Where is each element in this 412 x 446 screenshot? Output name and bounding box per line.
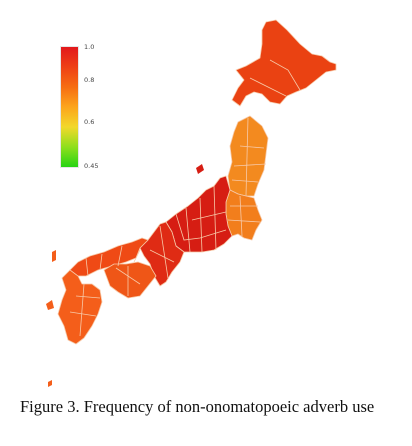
prefecture-borders: [69, 59, 301, 337]
color-legend: 1.0 0.8 0.6 0.45: [58, 43, 118, 174]
region-kinki: [139, 221, 185, 287]
legend-tick-1-0: 1.0: [84, 43, 95, 51]
region-hokkaido: [231, 19, 337, 107]
region-tohoku: [227, 115, 269, 197]
region-shikoku: [103, 261, 157, 299]
region-chubu: [165, 175, 233, 253]
region-kanto: [225, 189, 263, 241]
island-tsushima: [52, 250, 56, 262]
region-kyushu: [57, 269, 103, 345]
figure-caption: Figure 3. Frequency of non-onomatopoeic …: [20, 397, 375, 416]
island-sado: [196, 164, 204, 174]
island-goto: [46, 300, 54, 310]
legend-tick-0-6: 0.6: [84, 118, 95, 126]
japan-prefecture-map: [46, 19, 337, 387]
island-amami: [48, 380, 52, 387]
legend-gradient-bar: [60, 46, 79, 168]
legend-tick-0-45: 0.45: [84, 162, 99, 170]
legend-tick-0-8: 0.8: [84, 76, 95, 84]
